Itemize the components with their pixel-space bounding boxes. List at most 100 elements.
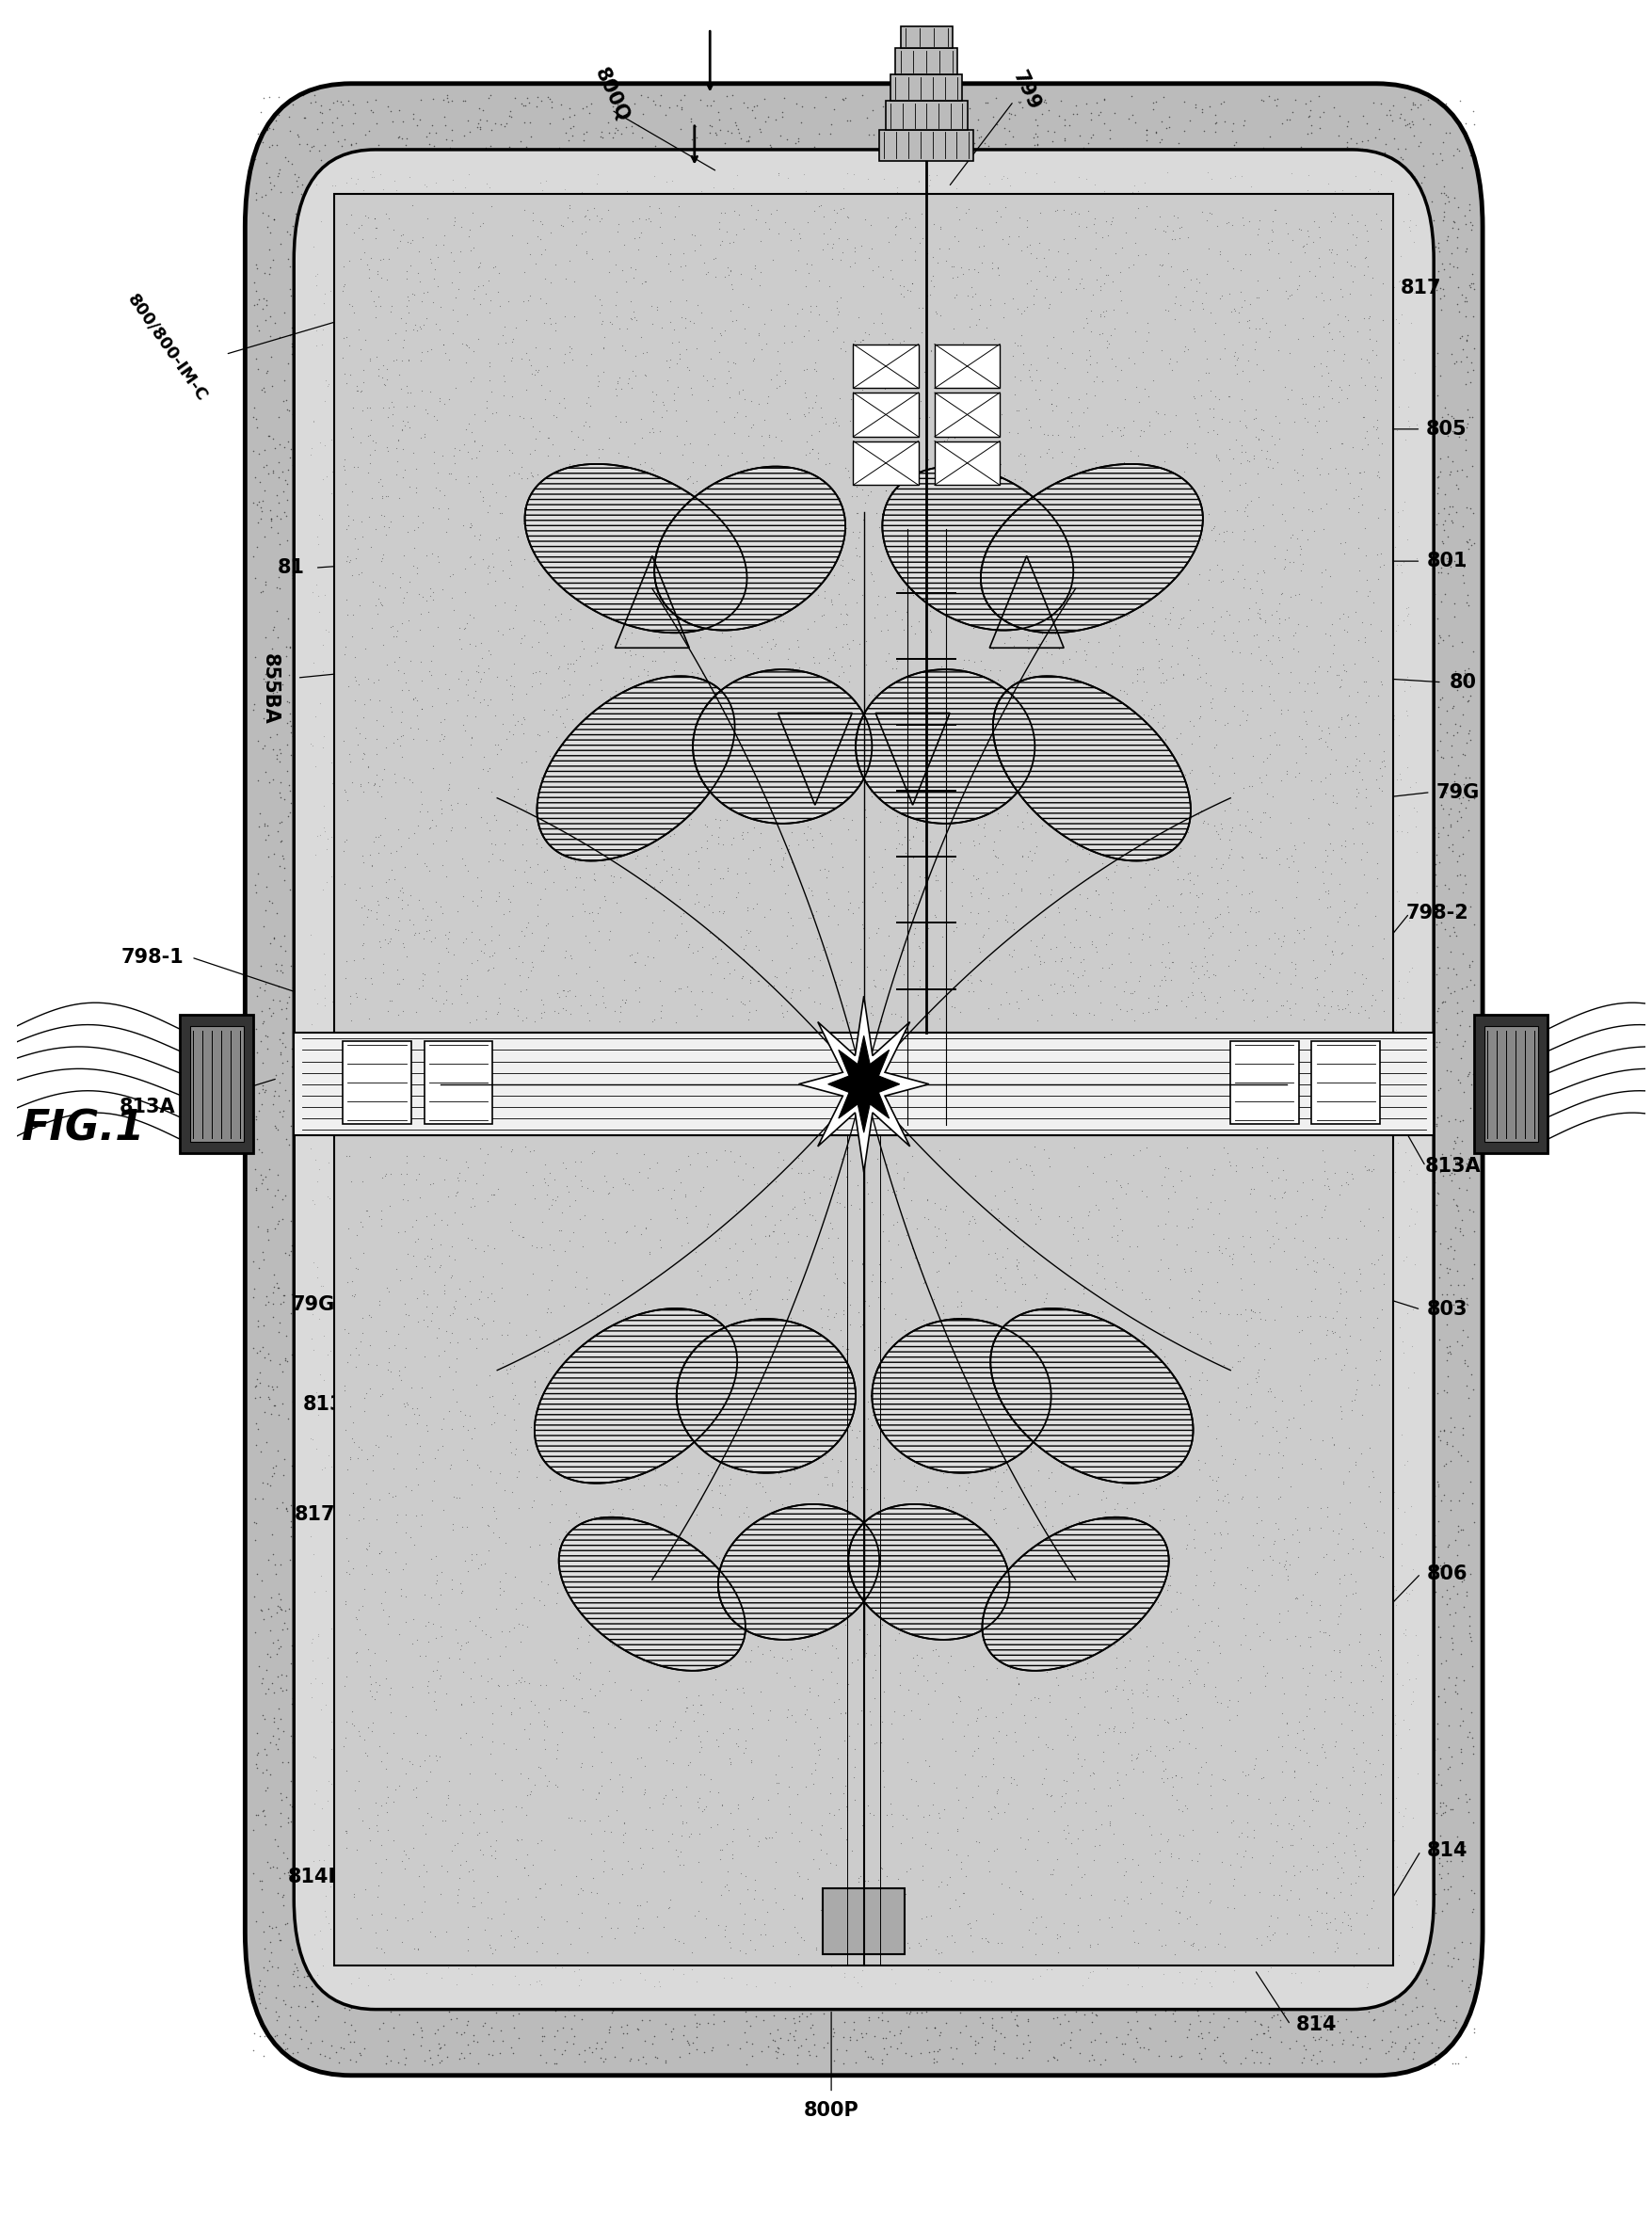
Point <box>814 1508 841 1543</box>
Point <box>1310 1727 1336 1762</box>
Point <box>1236 219 1262 255</box>
Point <box>387 560 413 596</box>
Point <box>1320 1231 1346 1266</box>
Point <box>1399 1993 1426 2028</box>
Point <box>1251 1138 1277 1173</box>
Point <box>775 959 801 994</box>
Point <box>423 883 449 919</box>
Point <box>1029 797 1056 832</box>
Point <box>1037 1858 1064 1893</box>
Point <box>1459 257 1485 292</box>
Point <box>897 1302 923 1337</box>
Point <box>416 456 443 492</box>
Point <box>872 1756 899 1791</box>
Point <box>1161 1003 1188 1038</box>
Point <box>373 438 400 474</box>
Point <box>479 250 506 286</box>
Point <box>439 1289 466 1324</box>
Point <box>301 1510 327 1545</box>
Point <box>738 476 765 511</box>
Point <box>667 1656 694 1691</box>
Point <box>1229 1753 1256 1789</box>
Point <box>1062 1574 1089 1610</box>
Point <box>798 1541 824 1576</box>
Point <box>249 702 276 737</box>
Point <box>985 259 1011 294</box>
Point <box>1383 567 1409 602</box>
Point <box>1295 1667 1322 1703</box>
Point <box>481 1514 507 1550</box>
Point <box>1336 1417 1363 1452</box>
Point <box>1249 1601 1275 1636</box>
Point <box>562 1138 588 1173</box>
Point <box>491 1572 517 1607</box>
Point <box>278 784 304 819</box>
Point <box>800 1722 826 1758</box>
Point <box>408 1277 434 1313</box>
Point <box>403 1249 430 1284</box>
Point <box>1004 328 1031 363</box>
Point <box>838 381 864 416</box>
Point <box>471 241 497 277</box>
Point <box>1046 182 1072 217</box>
Point <box>296 1725 322 1760</box>
Point <box>963 1215 990 1251</box>
Point <box>1242 1089 1269 1125</box>
Point <box>430 82 456 117</box>
Point <box>689 1030 715 1065</box>
Point <box>527 1085 553 1120</box>
Point <box>1257 1922 1284 1957</box>
Point <box>1300 204 1327 239</box>
Point <box>1351 1067 1378 1103</box>
Point <box>654 706 681 742</box>
Point <box>1034 208 1061 244</box>
Point <box>1175 476 1201 511</box>
Point <box>709 1787 735 1822</box>
Point <box>312 1900 339 1935</box>
Point <box>710 1716 737 1751</box>
Point <box>838 819 864 855</box>
Point <box>1056 992 1082 1027</box>
Point <box>983 1258 1009 1293</box>
Point <box>710 1576 737 1612</box>
Point <box>1181 379 1208 414</box>
Point <box>425 1711 451 1747</box>
Point <box>1118 374 1145 410</box>
Point <box>1092 1592 1118 1627</box>
Point <box>985 175 1011 210</box>
Point <box>940 301 966 337</box>
Point <box>684 1204 710 1240</box>
Point <box>682 469 709 505</box>
Point <box>1384 179 1411 215</box>
Point <box>805 974 831 1010</box>
Point <box>487 1545 514 1581</box>
Point <box>919 1503 945 1539</box>
Point <box>1346 877 1373 912</box>
Point <box>760 1227 786 1262</box>
Point <box>780 587 806 622</box>
Point <box>345 1791 372 1827</box>
Point <box>912 948 938 983</box>
Point <box>548 139 575 175</box>
Point <box>935 722 961 757</box>
Point <box>316 263 342 299</box>
Point <box>895 848 922 883</box>
Point <box>829 82 856 117</box>
Point <box>596 2015 623 2050</box>
Point <box>995 1107 1021 1142</box>
Point <box>378 697 405 733</box>
Point <box>1188 523 1214 558</box>
Point <box>1008 536 1034 571</box>
Point <box>496 1304 522 1339</box>
Point <box>1191 1793 1218 1829</box>
Point <box>828 1083 854 1118</box>
Point <box>1290 529 1317 565</box>
Point <box>421 1975 448 2010</box>
Point <box>770 839 796 875</box>
Point <box>1135 1818 1161 1853</box>
Point <box>710 1413 737 1448</box>
Point <box>509 1401 535 1437</box>
Point <box>1381 1014 1408 1049</box>
Point <box>517 456 544 492</box>
Point <box>750 1614 776 1649</box>
